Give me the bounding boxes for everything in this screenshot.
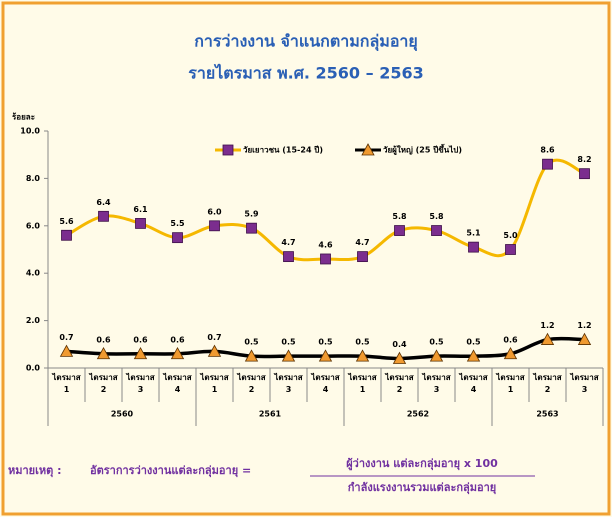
marker (320, 253, 331, 265)
y-tick-label: 10.0 (20, 127, 40, 136)
marker (394, 225, 405, 236)
data-label: 0.5 (244, 338, 259, 347)
marker (542, 158, 553, 170)
marker (209, 220, 220, 232)
data-label: 6.1 (133, 205, 148, 214)
marker (244, 349, 259, 362)
data-label: 6.4 (96, 198, 111, 207)
marker (59, 344, 74, 357)
data-label: 0.6 (133, 335, 148, 344)
data-label: 6.0 (207, 207, 222, 216)
marker (357, 251, 368, 263)
x-tick-label: ไตรมาส 4 (459, 373, 488, 394)
marker (98, 210, 109, 222)
data-label: 4.6 (318, 240, 333, 249)
data-label: 4.7 (281, 238, 295, 247)
x-tick-label: ไตรมาส 1 (200, 373, 229, 394)
data-label: 5.0 (503, 231, 518, 240)
marker (540, 332, 555, 345)
legend-label: วัยผู้ใหญ่ (25 ปีขึ้นไป) (383, 144, 462, 156)
legend-label: วัยเยาวชน (15-24 ปี) (243, 145, 323, 155)
x-tick-label: ไตรมาส 1 (348, 373, 377, 394)
marker (503, 346, 518, 360)
chart-subtitle: รายไตรมาส พ.ศ. 2560 – 2563 (188, 64, 423, 83)
marker (468, 241, 479, 253)
y-tick-label: 2.0 (26, 316, 41, 325)
marker (361, 143, 375, 156)
note-numerator: ผู้ว่างงาน แต่ละกลุ่มอายุ x 100 (346, 457, 498, 471)
marker (281, 349, 296, 362)
note-denominator: กำลังแรงงานรวมแต่ละกลุ่มอายุ (348, 481, 496, 495)
data-label: 5.5 (170, 219, 185, 228)
marker (222, 144, 234, 156)
data-label: 0.5 (466, 338, 481, 347)
marker (505, 244, 516, 255)
x-tick-label: ไตรมาส 4 (311, 373, 340, 394)
data-label: 0.6 (503, 335, 518, 344)
data-label: 1.2 (577, 321, 591, 330)
marker (392, 351, 407, 364)
x-group-label: 2562 (407, 410, 429, 419)
data-label: 0.5 (281, 338, 296, 347)
marker (207, 344, 222, 357)
x-tick-label: ไตรมาส 2 (533, 373, 562, 394)
y-axis-label: ร้อยละ (12, 112, 35, 122)
chart-title: การว่างงาน จำแนกตามกลุ่มอายุ (194, 32, 418, 52)
marker (246, 222, 257, 234)
x-tick-label: ไตรมาส 2 (237, 373, 266, 394)
data-label: 0.5 (355, 338, 370, 347)
marker (283, 251, 294, 263)
x-tick-label: ไตรมาส 3 (274, 373, 303, 394)
y-tick-label: 6.0 (26, 221, 41, 230)
data-label: 0.6 (96, 335, 111, 344)
marker (172, 232, 183, 244)
x-group-label: 2560 (111, 410, 134, 419)
data-label: 1.2 (540, 321, 554, 330)
marker (133, 346, 148, 360)
x-group-label: 2561 (259, 410, 282, 419)
data-label: 8.6 (540, 146, 555, 155)
marker (579, 168, 590, 180)
note-text: อัตราการว่างงานแต่ละกลุ่มอายุ = (90, 464, 251, 478)
y-tick-label: 8.0 (26, 174, 41, 183)
x-tick-label: ไตรมาส 2 (89, 373, 118, 394)
note-label: หมายเหตุ : (8, 464, 62, 478)
data-label: 0.7 (59, 333, 73, 342)
marker (466, 349, 481, 362)
marker (429, 349, 444, 362)
marker (135, 218, 146, 229)
x-tick-label: ไตรมาส 1 (496, 373, 525, 394)
x-tick-label: ไตรมาส 2 (385, 373, 414, 394)
marker (96, 346, 111, 360)
data-label: 5.8 (392, 212, 407, 221)
x-group-label: 2563 (536, 410, 558, 419)
data-label: 4.7 (355, 238, 369, 247)
data-label: 5.8 (429, 212, 444, 221)
x-tick-label: ไตรมาส 3 (126, 373, 155, 394)
data-label: 5.1 (466, 229, 481, 238)
data-label: 0.7 (207, 333, 221, 342)
y-tick-label: 0.0 (26, 364, 41, 373)
data-label: 5.9 (244, 210, 259, 219)
data-label: 0.6 (170, 335, 185, 344)
marker (577, 332, 592, 345)
x-tick-label: ไตรมาส 3 (570, 373, 599, 394)
data-label: 0.4 (392, 340, 407, 349)
data-label: 0.5 (318, 338, 333, 347)
marker (431, 225, 442, 236)
marker (318, 349, 333, 362)
data-label: 5.6 (59, 217, 74, 226)
x-tick-label: ไตรมาส 1 (52, 373, 81, 394)
marker (355, 349, 370, 362)
data-label: 0.5 (429, 338, 444, 347)
y-tick-label: 4.0 (26, 269, 41, 278)
marker (61, 229, 72, 241)
x-tick-label: ไตรมาส 3 (422, 373, 451, 394)
data-label: 8.2 (577, 155, 591, 164)
x-tick-label: ไตรมาส 4 (163, 373, 192, 394)
marker (170, 346, 185, 360)
